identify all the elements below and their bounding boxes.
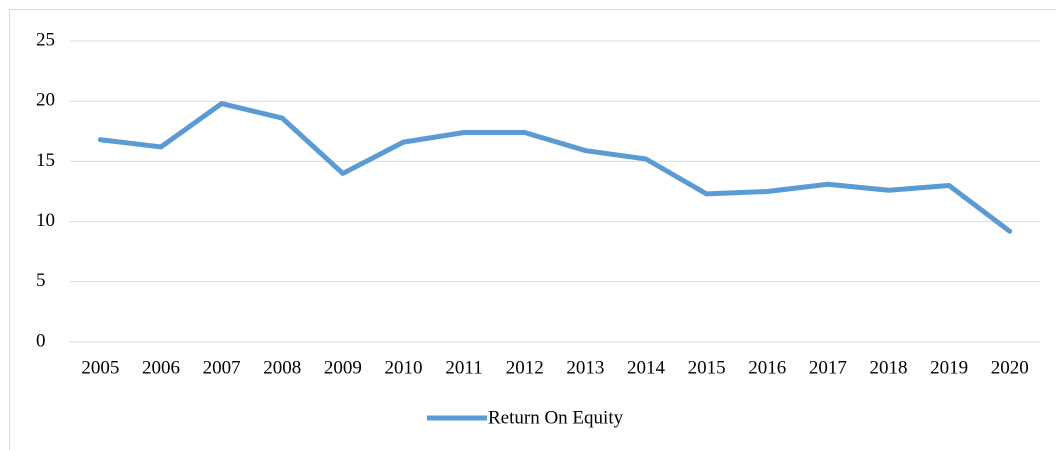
x-tick-label: 2009	[324, 357, 362, 378]
x-tick-label: 2012	[506, 357, 544, 378]
x-tick-label: 2015	[688, 357, 726, 378]
x-tick-label: 2005	[81, 357, 119, 378]
x-tick-label: 2016	[748, 357, 786, 378]
x-tick-label: 2008	[263, 357, 301, 378]
x-tick-label: 2019	[930, 357, 968, 378]
legend-label: Return On Equity	[488, 407, 624, 428]
x-tick-label: 2017	[809, 357, 847, 378]
y-tick-label: 15	[36, 150, 55, 171]
chart-border	[9, 9, 1056, 450]
x-tick-label: 2018	[869, 357, 907, 378]
x-tick-label: 2020	[991, 357, 1029, 378]
y-tick-label: 10	[36, 210, 55, 231]
x-tick-label: 2006	[142, 357, 180, 378]
x-tick-label: 2013	[566, 357, 604, 378]
y-tick-label: 5	[36, 270, 46, 291]
y-tick-label: 25	[36, 29, 55, 50]
data-line	[97, 101, 1013, 234]
y-tick-label: 0	[36, 330, 46, 351]
x-tick-label: 2011	[445, 357, 482, 378]
x-tick-label: 2014	[627, 357, 666, 378]
y-tick-label: 20	[36, 90, 55, 111]
x-tick-label: 2007	[203, 357, 241, 378]
x-tick-label: 2010	[384, 357, 422, 378]
